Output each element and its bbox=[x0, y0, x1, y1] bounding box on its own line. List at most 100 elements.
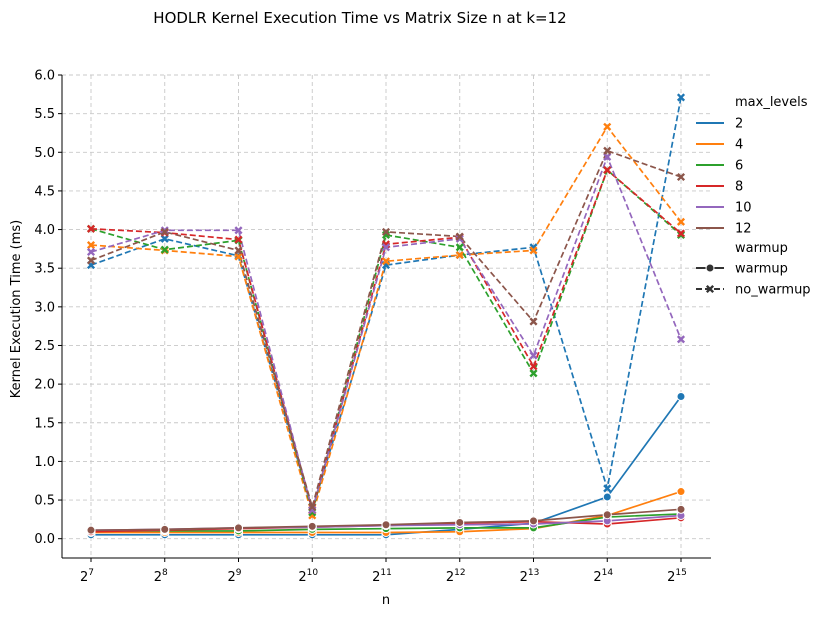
y-axis-label: Kernel Execution Time (ms) bbox=[9, 220, 24, 398]
x-tick-label: 29 bbox=[227, 568, 241, 585]
data-point bbox=[86, 224, 96, 233]
x-tick-exponent: 11 bbox=[380, 568, 391, 578]
data-point bbox=[455, 517, 465, 527]
data-point bbox=[676, 217, 686, 226]
legend-hue-label: 10 bbox=[735, 201, 752, 216]
series-line-no_warmup-8 bbox=[90, 168, 682, 514]
x-tick-label: 215 bbox=[667, 568, 687, 585]
x-tick-base: 2 bbox=[667, 570, 675, 585]
data-point bbox=[234, 226, 243, 235]
data-point bbox=[234, 523, 243, 533]
data-point bbox=[602, 492, 612, 502]
x-tick-base: 2 bbox=[227, 570, 235, 585]
y-tick-label: 2.0 bbox=[34, 378, 55, 393]
data-point bbox=[160, 234, 169, 243]
x-tick-label: 210 bbox=[298, 568, 318, 585]
data-point bbox=[603, 146, 612, 155]
data-point bbox=[455, 243, 464, 252]
x-tick-base: 2 bbox=[80, 570, 88, 585]
axes: 0.0 0.5 1.0 1.5 2.0 2.5 3.0 3.5 4.0 4.5 5.0 5.5 6.0 2… bbox=[34, 69, 711, 585]
legend-hue-label: 2 bbox=[735, 117, 743, 132]
x-tick-exponent: 15 bbox=[675, 568, 686, 578]
data-point bbox=[160, 245, 169, 254]
x-tick-label: 27 bbox=[80, 568, 94, 585]
x-tick-exponent: 8 bbox=[162, 568, 168, 578]
x-tick-label: 213 bbox=[520, 568, 540, 585]
data-point bbox=[529, 516, 538, 526]
data-point bbox=[160, 227, 169, 236]
data-point bbox=[676, 172, 686, 182]
data-point bbox=[529, 351, 538, 360]
data-point bbox=[307, 521, 317, 531]
x-tick-exponent: 13 bbox=[528, 568, 539, 578]
x-tick-label: 211 bbox=[372, 568, 392, 585]
data-point bbox=[529, 317, 538, 326]
data-point bbox=[676, 93, 686, 102]
legend-style-marker bbox=[705, 263, 715, 273]
x-tick-base: 2 bbox=[446, 570, 454, 585]
data-point bbox=[529, 362, 538, 371]
y-tick-label: 3.0 bbox=[34, 300, 55, 315]
x-tick-label: 28 bbox=[154, 568, 168, 585]
data-point bbox=[603, 122, 612, 131]
legend-hue-label: 8 bbox=[735, 180, 743, 195]
legend-style-title: warmup bbox=[735, 241, 788, 256]
x-tick-exponent: 7 bbox=[88, 568, 94, 578]
series-line-no_warmup-2 bbox=[90, 97, 682, 514]
data-point bbox=[86, 247, 96, 257]
data-point bbox=[603, 484, 612, 493]
legend-style-label: warmup bbox=[735, 262, 788, 277]
y-tick-label: 0.5 bbox=[34, 494, 55, 509]
x-tick-exponent: 10 bbox=[307, 568, 319, 578]
data-point bbox=[381, 520, 391, 530]
data-point bbox=[676, 335, 686, 344]
data-point bbox=[234, 252, 243, 261]
y-tick-label: 6.0 bbox=[34, 69, 55, 84]
data-point bbox=[86, 525, 96, 535]
x-tick-exponent: 9 bbox=[236, 568, 242, 578]
data-point bbox=[602, 510, 612, 520]
data-point bbox=[676, 229, 686, 238]
legend-hue-label: 12 bbox=[735, 222, 752, 237]
legend-hue-label: 6 bbox=[735, 159, 743, 174]
x-tick-label: 212 bbox=[446, 568, 466, 585]
data-point bbox=[234, 235, 243, 244]
data-point bbox=[381, 257, 391, 266]
data-point bbox=[381, 227, 391, 236]
data-point bbox=[455, 232, 464, 241]
x-tick-base: 2 bbox=[593, 570, 601, 585]
data-point bbox=[86, 240, 96, 250]
x-axis-label: n bbox=[382, 593, 390, 608]
y-tick-label: 5.5 bbox=[34, 107, 55, 122]
data-point bbox=[529, 246, 538, 255]
x-tick-base: 2 bbox=[298, 570, 306, 585]
x-tick-base: 2 bbox=[520, 570, 528, 585]
data-point bbox=[160, 524, 170, 534]
data-point bbox=[308, 502, 317, 512]
data-point bbox=[234, 246, 243, 255]
chart-title: HODLR Kernel Execution Time vs Matrix Si… bbox=[153, 9, 566, 27]
y-tick-label: 2.5 bbox=[34, 339, 55, 354]
y-tick-label: 3.5 bbox=[34, 262, 55, 277]
legend-hue-label: 4 bbox=[735, 138, 743, 153]
x-tick-exponent: 14 bbox=[602, 568, 614, 578]
legend-style-label: no_warmup bbox=[735, 283, 811, 298]
data-point bbox=[676, 391, 686, 401]
legend-hue-title: max_levels bbox=[735, 95, 808, 110]
data-point bbox=[455, 234, 464, 243]
y-tick-label: 4.0 bbox=[34, 223, 55, 238]
legend-style-marker bbox=[705, 284, 715, 294]
data-point bbox=[529, 369, 538, 378]
data-point bbox=[676, 487, 686, 497]
data-point bbox=[676, 504, 686, 514]
x-tick-base: 2 bbox=[154, 570, 162, 585]
y-tick-label: 5.0 bbox=[34, 146, 55, 161]
data-point bbox=[381, 243, 391, 252]
data-point bbox=[603, 166, 612, 175]
y-tick-label: 1.0 bbox=[34, 455, 55, 470]
data-point bbox=[455, 251, 464, 260]
y-tick-label: 1.5 bbox=[34, 416, 55, 431]
grid bbox=[62, 74, 711, 558]
data-point bbox=[603, 152, 612, 161]
